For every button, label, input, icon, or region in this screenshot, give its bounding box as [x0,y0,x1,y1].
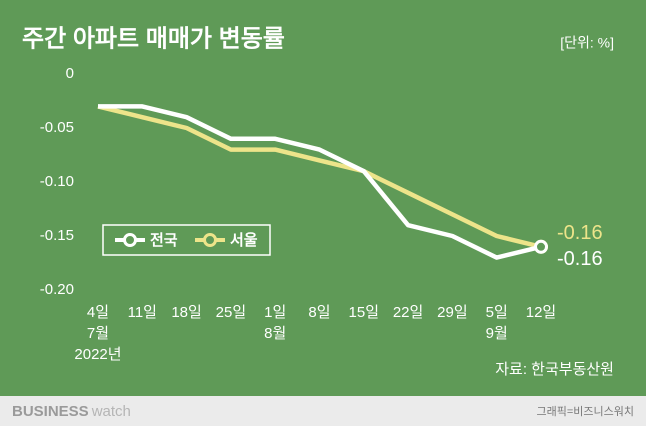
x-tick-label: 4일 7월 2022년 [74,304,122,363]
series-line [98,104,542,260]
y-tick-label: 0 [66,65,74,82]
y-tick-label: -0.15 [40,227,74,244]
x-tick-label: 5일 9월 [485,304,508,342]
unit: [단위: %] [560,35,614,51]
legend-marker [123,233,137,247]
x-tick-label: 25일 [215,304,247,321]
chart-title: 주간 아파트 매매가 변동률 [22,25,285,52]
value-label: -0.16 [557,222,603,244]
x-tick-label: 15일 [348,304,380,321]
credit: 그래픽=비즈니스워치 [536,405,634,418]
x-tick-label: 1일 8월 [264,304,287,342]
y-tick-label: -0.10 [40,173,74,190]
x-tick-label: 8일 [308,304,331,321]
x-tick-label: 18일 [171,304,202,321]
x-tick-label: 22일 [392,304,424,321]
x-tick-label: 12일 [525,304,557,321]
brand-light: watch [91,403,131,420]
brand-bold: BUSINESS [12,403,89,420]
brand: BUSINESS watch [12,403,131,420]
legend-marker [203,233,217,247]
series-line [97,104,542,249]
footer-band [0,396,646,426]
y-tick-label: -0.05 [40,119,74,136]
source: 자료: 한국부동산원 [495,361,614,378]
value-label: -0.16 [557,248,603,270]
y-tick-label: -0.20 [40,281,74,298]
x-tick-label: 29일 [437,304,468,321]
legend-label: 서울 [230,232,258,249]
end-marker [534,239,548,254]
x-tick-label: 11일 [127,304,157,321]
legend-box [102,224,271,256]
legend-label: 전국 [150,232,178,249]
